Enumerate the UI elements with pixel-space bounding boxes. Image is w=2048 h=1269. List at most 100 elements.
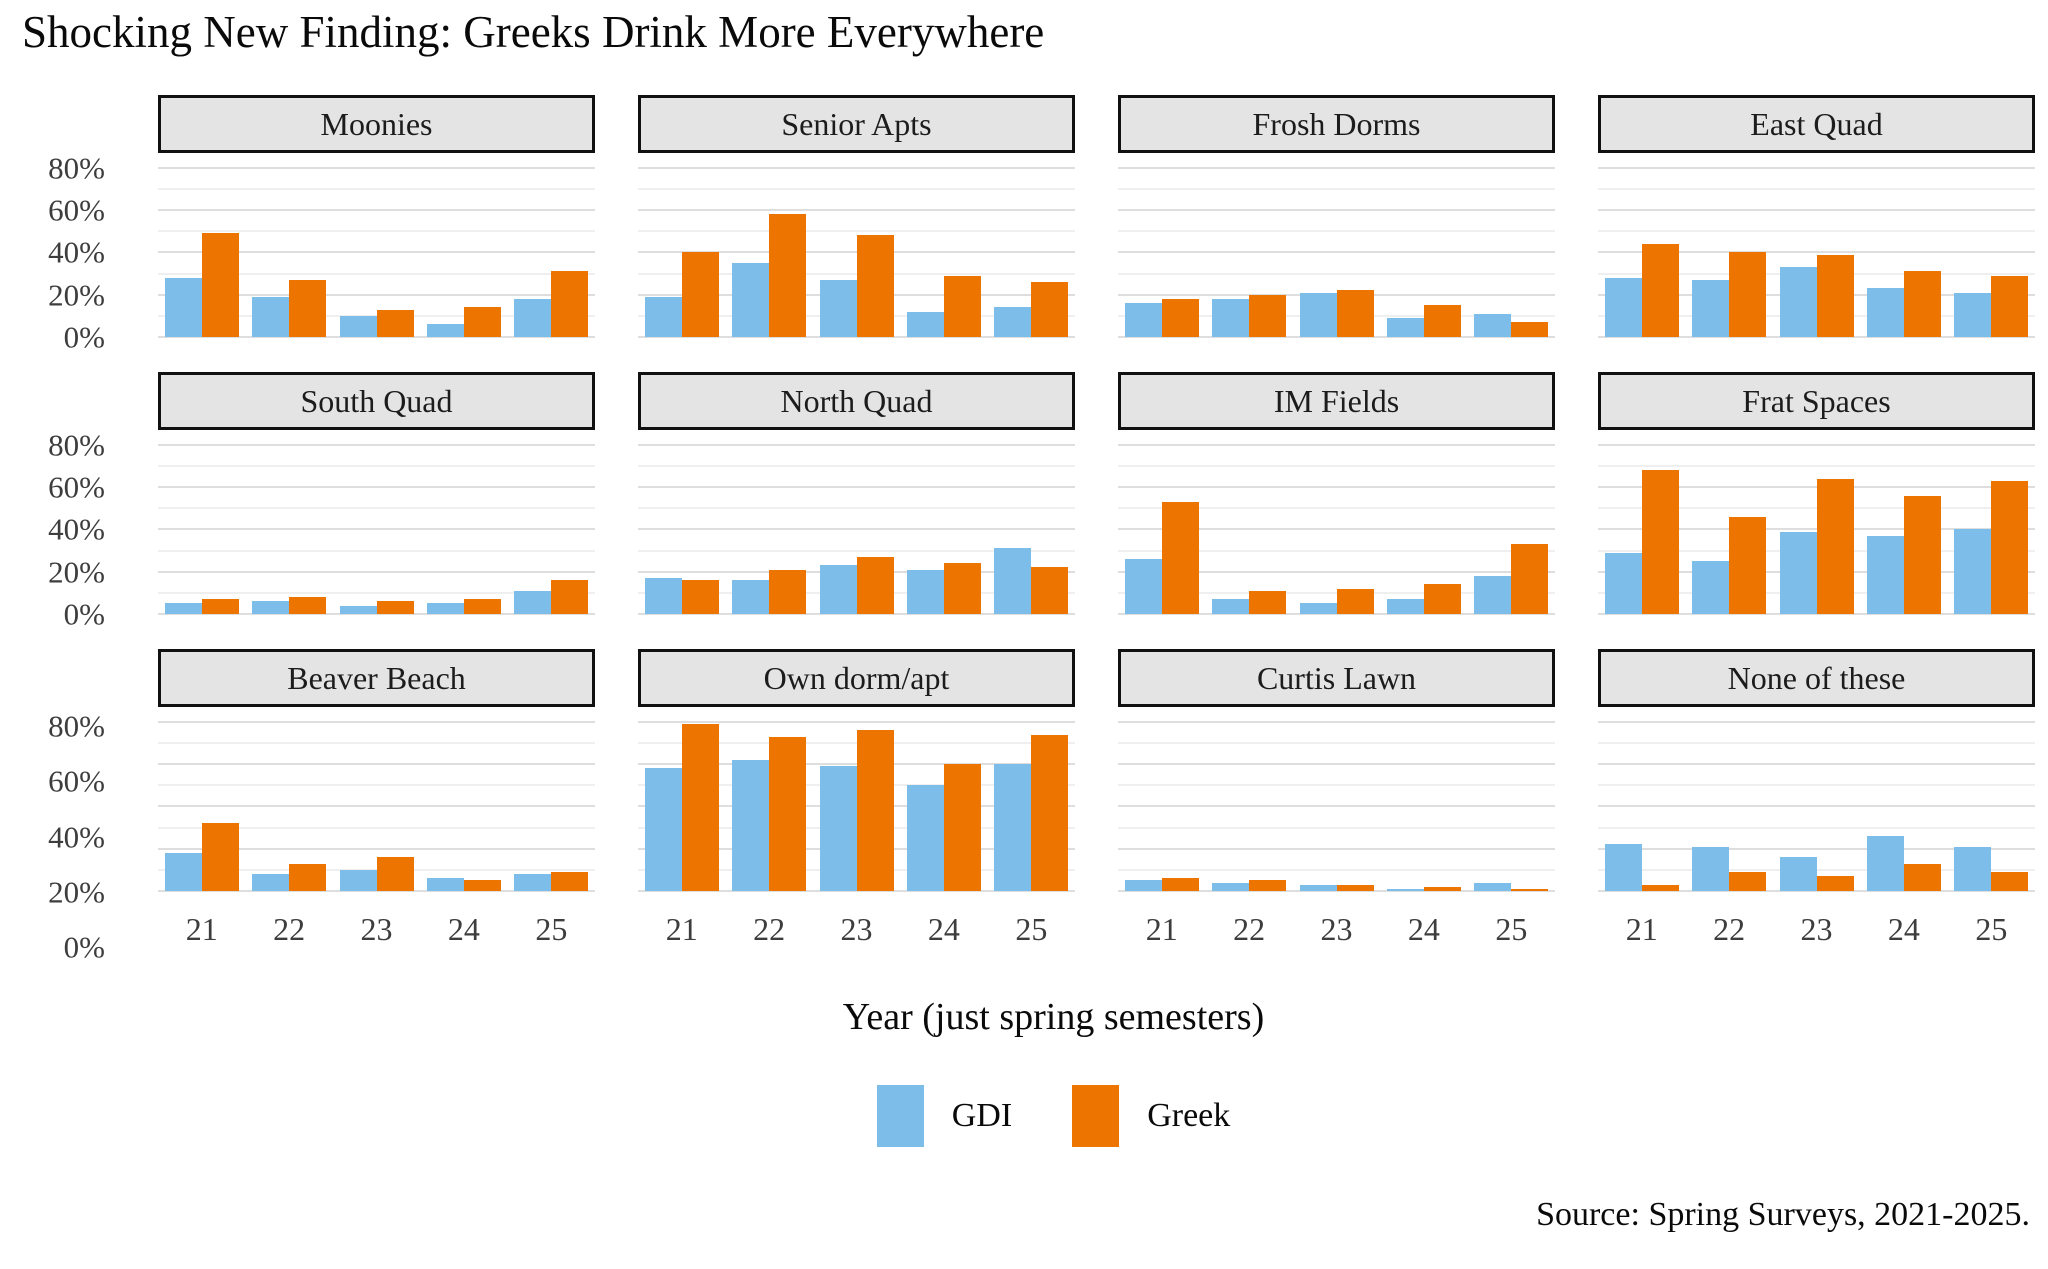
- bar-greek-24: [463, 307, 501, 337]
- facet-strip-none-of-these: None of these: [1598, 649, 2035, 707]
- bar-group-25: [508, 153, 595, 337]
- bar-group-23: [333, 707, 420, 891]
- facet-title: None of these: [1727, 659, 1906, 696]
- facet-strip-north-quad: North Quad: [638, 372, 1075, 430]
- gridline-50: [1598, 230, 2035, 233]
- gridline-40: [158, 528, 595, 531]
- bar-greek-21: [1641, 884, 1679, 891]
- bar-group-25: [988, 430, 1075, 614]
- bar-group-24: [1380, 707, 1467, 891]
- bar-group-21: [1598, 153, 1685, 337]
- gridline-80: [1598, 443, 2035, 446]
- bar-group-25: [1948, 707, 2035, 891]
- plot-area: [1118, 430, 1555, 620]
- legend-swatch-gdi: [876, 1085, 924, 1147]
- bar-group-23: [333, 153, 420, 337]
- bar-gdi-25: [994, 764, 1032, 891]
- gridline-20: [158, 570, 595, 573]
- bar-series: [638, 430, 1075, 614]
- plot-area: [1598, 430, 2035, 620]
- x-tick-label: 22: [1713, 911, 1746, 947]
- bar-group-24: [900, 430, 987, 614]
- facet-title: Frat Spaces: [1742, 382, 1891, 419]
- bar-gdi-25: [514, 590, 552, 614]
- bar-gdi-25: [994, 307, 1032, 337]
- gridline-0: [1118, 890, 1555, 892]
- bar-greek-22: [769, 736, 807, 891]
- gridline-40: [1598, 805, 2035, 808]
- bar-gdi-25: [1474, 882, 1512, 891]
- bar-series: [1118, 707, 1555, 891]
- gridline-80: [638, 166, 1075, 169]
- bar-group-21: [1598, 430, 1685, 614]
- gridline-0: [638, 890, 1075, 892]
- facet-strip-frosh-dorms: Frosh Dorms: [1118, 95, 1555, 153]
- source-note: Source: Spring Surveys, 2021-2025.: [1536, 1196, 2030, 1233]
- gridline-0: [1118, 613, 1555, 615]
- facet-panel-own-dorm-apt: Own dorm/apt 21 22 23 24 25: [638, 649, 1075, 953]
- bar-gdi-24: [1866, 288, 1904, 337]
- bar-greek-23: [1816, 478, 1854, 614]
- bar-group-25: [1468, 153, 1555, 337]
- bar-group-21: [1118, 153, 1205, 337]
- bar-gdi-21: [164, 852, 202, 891]
- y-tick-label: 80%: [48, 150, 105, 186]
- bar-greek-25: [1511, 544, 1549, 614]
- gridline-80: [158, 166, 595, 169]
- bar-greek-21: [1161, 878, 1199, 891]
- bar-greek-24: [1423, 584, 1461, 614]
- x-axis-ticks: 21 22 23 24 25: [158, 913, 595, 953]
- facet-panel-frosh-dorms: Frosh Dorms: [1118, 95, 1555, 343]
- gridline-30: [638, 549, 1075, 552]
- bar-gdi-23: [1299, 292, 1337, 337]
- bar-gdi-23: [1779, 857, 1817, 891]
- y-tick-label: 0%: [63, 596, 105, 632]
- x-tick-label: 23: [360, 911, 393, 947]
- plot-area: [1118, 707, 1555, 897]
- bar-gdi-25: [994, 548, 1032, 614]
- facet-panel-im-fields: IM Fields: [1118, 372, 1555, 620]
- gridline-70: [638, 741, 1075, 744]
- bar-group-21: [1118, 707, 1205, 891]
- gridline-0: [1118, 336, 1555, 338]
- bar-group-24: [420, 430, 507, 614]
- bar-gdi-24: [1866, 535, 1904, 614]
- plot-area: [158, 430, 595, 620]
- bar-greek-22: [289, 279, 327, 337]
- gridline-50: [638, 230, 1075, 233]
- gridline-60: [1598, 486, 2035, 489]
- legend-item-gdi: GDI: [876, 1085, 1012, 1147]
- bar-greek-22: [1729, 871, 1767, 891]
- bar-gdi-22: [252, 874, 290, 891]
- y-tick-label: 40%: [48, 819, 105, 855]
- bar-group-23: [1773, 153, 1860, 337]
- y-tick-label: 20%: [48, 554, 105, 590]
- bar-greek-22: [289, 597, 327, 614]
- bar-group-25: [1948, 153, 2035, 337]
- bar-greek-23: [1816, 876, 1854, 891]
- bar-greek-25: [1991, 480, 2029, 614]
- bar-group-23: [1773, 430, 1860, 614]
- x-tick-label: 22: [273, 911, 306, 947]
- facet-panel-curtis-lawn: Curtis Lawn 21 22 23 24 25: [1118, 649, 1555, 953]
- bar-gdi-22: [1692, 279, 1730, 337]
- gridline-50: [158, 230, 595, 233]
- legend-label: Greek: [1147, 1097, 1231, 1134]
- x-tick-label: 24: [927, 911, 960, 947]
- bar-group-24: [420, 707, 507, 891]
- bar-gdi-21: [644, 296, 682, 337]
- facet-strip-senior-apts: Senior Apts: [638, 95, 1075, 153]
- gridline-0: [638, 613, 1075, 615]
- bar-greek-22: [1249, 880, 1287, 891]
- bar-greek-23: [376, 857, 414, 891]
- bar-group-25: [1468, 430, 1555, 614]
- legend: GDI Greek: [115, 1085, 1992, 1147]
- facet-panel-frat-spaces: Frat Spaces: [1598, 372, 2035, 620]
- bar-series: [638, 707, 1075, 891]
- bar-greek-23: [856, 730, 894, 891]
- bar-group-23: [813, 153, 900, 337]
- bar-group-21: [158, 707, 245, 891]
- bar-gdi-21: [164, 603, 202, 614]
- gridline-70: [1118, 741, 1555, 744]
- bar-greek-24: [463, 880, 501, 891]
